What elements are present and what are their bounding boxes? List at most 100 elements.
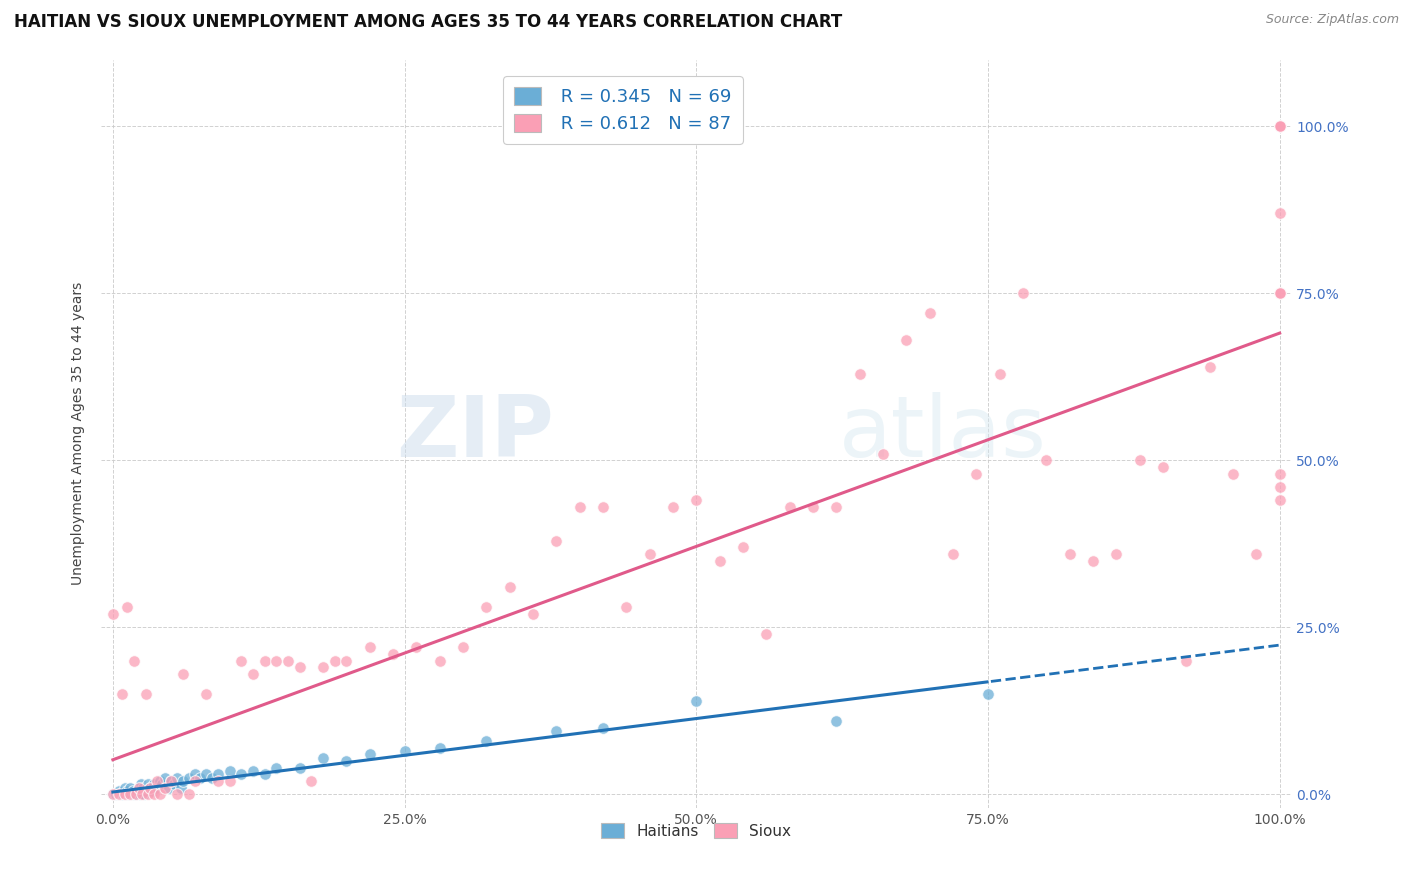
Point [312,750,335,764]
Point [114,788,136,802]
Point [107,788,129,802]
Point [107,788,129,802]
Point [546,533,568,548]
Point [218,774,240,789]
Point [685,493,707,508]
Point [451,640,474,655]
Point [977,687,1000,701]
Point [169,780,191,795]
Point [312,660,335,674]
Point [546,723,568,738]
Point [988,367,1011,381]
Point [965,467,987,481]
Point [128,780,150,795]
Point [498,580,520,594]
Point [115,600,138,615]
Point [142,777,165,791]
Point [190,771,212,785]
Point [112,788,135,802]
Text: Source: ZipAtlas.com: Source: ZipAtlas.com [1265,13,1399,27]
Point [195,687,218,701]
Point [115,784,138,798]
Point [136,777,159,791]
Text: atlas: atlas [839,392,1047,475]
Point [183,767,205,781]
Point [125,788,148,802]
Point [141,784,163,798]
Point [183,774,205,789]
Point [107,788,129,802]
Point [592,721,614,735]
Point [177,788,200,802]
Point [114,788,136,802]
Point [1268,286,1291,301]
Point [253,654,276,668]
Point [1105,547,1128,561]
Text: HAITIAN VS SIOUX UNEMPLOYMENT AMONG AGES 35 TO 44 YEARS CORRELATION CHART: HAITIAN VS SIOUX UNEMPLOYMENT AMONG AGES… [14,13,842,31]
Point [139,780,162,795]
Point [1175,654,1198,668]
Point [122,788,145,802]
Point [146,774,169,789]
Point [124,788,146,802]
Point [231,767,253,781]
Point [731,540,754,554]
Point [872,447,894,461]
Point [148,774,170,789]
Point [207,767,229,781]
Point [825,500,848,515]
Point [120,788,142,802]
Point [1268,120,1291,134]
Point [142,788,165,802]
Point [108,788,131,802]
Point [148,788,170,802]
Point [195,767,218,781]
Point [638,547,661,561]
Point [101,788,124,802]
Point [323,654,346,668]
Point [129,777,152,791]
Point [135,780,157,795]
Point [1198,359,1220,374]
Point [1268,120,1291,134]
Point [155,771,177,785]
Point [150,777,173,791]
Point [128,788,150,802]
Point [1222,467,1244,481]
Point [105,788,128,802]
Legend: Haitians, Sioux: Haitians, Sioux [595,817,797,845]
Point [136,788,159,802]
Point [242,764,264,778]
Point [107,784,129,798]
Point [614,600,637,615]
Point [394,744,416,758]
Point [288,761,311,775]
Point [429,740,451,755]
Point [242,667,264,681]
Point [172,667,194,681]
Point [942,547,965,561]
Point [117,788,139,802]
Point [101,788,124,802]
Point [405,640,427,655]
Point [231,654,253,668]
Point [118,788,141,802]
Point [145,780,167,795]
Point [1268,480,1291,494]
Point [114,780,136,795]
Point [120,788,142,802]
Point [1129,453,1152,467]
Point [1246,547,1268,561]
Point [121,788,143,802]
Point [172,774,194,789]
Point [110,788,132,802]
Point [288,660,311,674]
Point [755,627,778,641]
Point [114,788,136,802]
Point [801,500,824,515]
Point [1268,120,1291,134]
Point [166,771,188,785]
Point [709,553,731,567]
Point [157,780,180,795]
Point [1059,547,1081,561]
